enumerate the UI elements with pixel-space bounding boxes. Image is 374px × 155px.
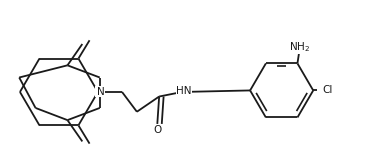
Text: O: O	[153, 125, 162, 135]
Text: Cl: Cl	[322, 85, 332, 95]
Text: N: N	[96, 87, 104, 97]
Text: HN: HN	[176, 86, 192, 96]
Text: N: N	[97, 87, 105, 97]
Text: NH$_2$: NH$_2$	[289, 40, 310, 54]
